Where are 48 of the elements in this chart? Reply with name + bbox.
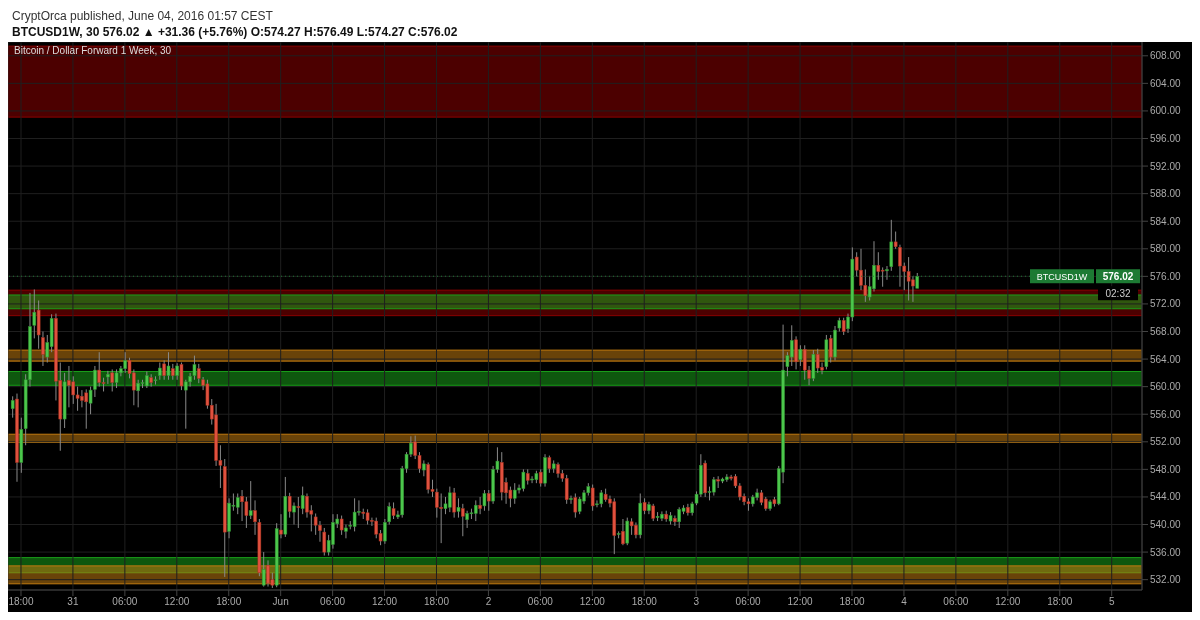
y-tick-label: 564.00	[1150, 353, 1182, 365]
x-tick-label: 18:00	[423, 596, 450, 608]
x-tick-label: 2	[485, 596, 492, 608]
y-tick-label: 568.00	[1150, 326, 1182, 338]
x-tick-label: 12:00	[579, 596, 606, 608]
y-tick-label: 532.00	[1150, 574, 1182, 586]
y-tick-label: 560.00	[1150, 381, 1182, 393]
x-tick-label: 06:00	[527, 596, 554, 608]
x-tick-label: 31	[67, 596, 79, 608]
y-tick-label: 536.00	[1150, 546, 1182, 558]
y-tick-label: 604.00	[1150, 77, 1182, 89]
x-tick-label: 18:00	[839, 596, 865, 608]
y-tick-label: 596.00	[1150, 133, 1182, 145]
x-tick-label: 12:00	[372, 596, 398, 608]
x-tick-label: 06:00	[320, 596, 346, 608]
x-tick-label: 06:00	[735, 596, 762, 608]
x-tick-label: 12:00	[164, 596, 190, 608]
y-tick-label: 608.00	[1150, 50, 1182, 62]
y-tick-label: 548.00	[1150, 463, 1182, 475]
x-tick-label: 06:00	[112, 596, 138, 608]
x-tick-label: 18:00	[1047, 596, 1073, 608]
y-tick-label: 544.00	[1150, 491, 1182, 503]
x-tick-label: 5	[1108, 596, 1115, 608]
chart-title: Bitcoin / Dollar Forward 1 Week, 30	[14, 45, 172, 56]
x-tick-label: 4	[901, 596, 908, 608]
y-tick-label: 584.00	[1150, 215, 1182, 227]
x-tick-label: Jun	[272, 596, 289, 608]
x-tick-label: 06:00	[943, 596, 969, 608]
y-tick-label: 592.00	[1150, 160, 1182, 172]
y-tick-label: 588.00	[1150, 188, 1182, 200]
x-tick-label: 18:00	[216, 596, 242, 608]
x-tick-label: 18:00	[631, 596, 658, 608]
text: CryptOrca published, June 04, 2016 01:57 CEST	[12, 8, 274, 24]
x-tick-label: 12:00	[787, 596, 814, 608]
x-tick-label: 18:00	[8, 596, 34, 608]
annotation: 576.02	[1102, 271, 1134, 283]
y-tick-label: 540.00	[1150, 519, 1182, 531]
y-tick-label: 600.00	[1150, 105, 1182, 117]
y-tick-label: 552.00	[1150, 436, 1182, 448]
text: BTCUSD1W, 30 576.02 ▲ +31.36 (+5.76%) O:574.27 H:576.49 L:574.27 C:576.02	[12, 24, 459, 40]
y-tick-label: 572.00	[1150, 298, 1182, 310]
x-tick-label: 3	[693, 596, 700, 608]
y-tick-label: 556.00	[1150, 408, 1182, 420]
y-tick-label: 576.00	[1150, 270, 1182, 282]
x-tick-label: 12:00	[995, 596, 1021, 608]
annotation: 02:32	[1105, 288, 1131, 300]
y-tick-label: 580.00	[1150, 243, 1182, 255]
ref-line-label: BTCUSD1W	[1036, 272, 1088, 283]
